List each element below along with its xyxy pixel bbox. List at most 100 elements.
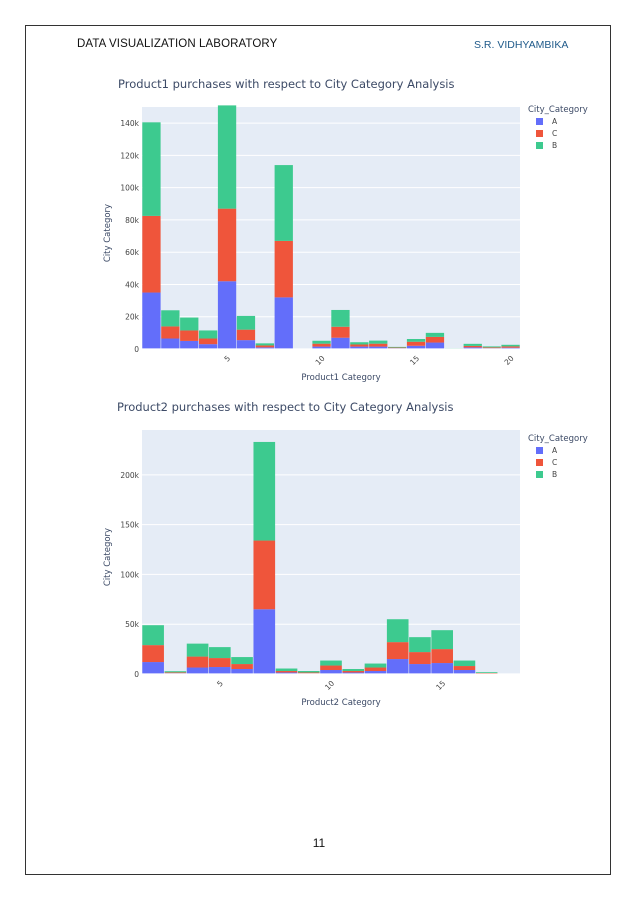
bar-segment-C (350, 344, 369, 347)
y-tick-label: 60k (125, 248, 140, 257)
bar-segment-B (364, 663, 387, 668)
bar-segment-A (431, 663, 453, 674)
y-axis-label: City Category (103, 204, 113, 262)
bar-segment-A (369, 346, 388, 349)
bar-segment-C (274, 240, 293, 298)
y-tick-label: 140k (120, 119, 139, 128)
x-axis-label: Product1 Category (301, 373, 380, 383)
y-tick-label: 100k (120, 184, 139, 193)
y-axis-label: City Category (103, 528, 113, 586)
bar-segment-C (253, 540, 276, 610)
bar-segment-A (312, 346, 331, 349)
plot-area (142, 430, 520, 674)
bar-segment-A (331, 337, 350, 349)
x-tick-label: 10 (323, 679, 336, 692)
bar-segment-A (364, 671, 387, 674)
x-axis-label: Product2 Category (301, 698, 380, 708)
bar-segment-C (453, 666, 476, 671)
bar-segment-A (142, 292, 161, 349)
bar-segment-A (463, 347, 482, 349)
bar-segment-B (463, 343, 482, 346)
bar-segment-C (186, 656, 209, 668)
bar-segment-C (297, 672, 320, 674)
y-tick-label: 200k (120, 471, 139, 480)
bar-segment-B (275, 668, 298, 672)
chart-title: Product1 purchases with respect to City … (118, 77, 455, 91)
bar-segment-B (501, 344, 520, 347)
bar-segment-A (253, 609, 276, 674)
legend-label-B: B (552, 141, 557, 150)
bar-segment-B (453, 660, 476, 667)
bar-segment-B (312, 340, 331, 344)
bar-segment-B (253, 441, 276, 541)
bar-segment-A (453, 670, 476, 674)
bar-segment-C (161, 326, 180, 339)
bar-segment-A (217, 281, 237, 349)
bar-segment-C (320, 665, 342, 671)
page-border (25, 25, 611, 875)
bar-segment-C (231, 664, 253, 670)
legend-label-C: C (552, 129, 557, 138)
bar-segment-A (161, 338, 180, 349)
legend-label-B: B (552, 470, 557, 479)
bar-segment-B (331, 309, 350, 327)
bar-segment-C (501, 346, 520, 348)
bar-segment-C (180, 330, 199, 341)
bar-segment-B (180, 317, 199, 331)
bar-segment-B (142, 625, 164, 646)
y-tick-label: 40k (125, 280, 140, 289)
bar-segment-C (255, 345, 274, 348)
bar-segment-B (342, 669, 365, 672)
y-tick-label: 0 (134, 345, 139, 354)
bar-segment-A (406, 345, 426, 349)
bar-segment-A (274, 297, 293, 349)
bar-segment-B (320, 660, 342, 666)
header-title: DATA VISUALIZATION LABORATORY (77, 38, 278, 50)
bar-segment-B (409, 637, 431, 653)
x-tick-label: 5 (222, 354, 232, 364)
bar-segment-B (217, 105, 237, 209)
x-tick-label: 15 (408, 354, 421, 367)
bar-segment-B (482, 346, 501, 348)
y-tick-label: 0 (134, 670, 139, 679)
header-author: S.R. VIDHYAMBIKA (474, 39, 569, 51)
legend-label-C: C (552, 458, 557, 467)
bar-segment-B (350, 342, 369, 345)
bar-segment-A (501, 347, 520, 349)
plot-area (142, 107, 520, 349)
bar-segment-C (409, 652, 431, 665)
legend-title: City_Category (528, 434, 588, 444)
x-tick-label: 20 (503, 354, 516, 367)
bar-segment-C (463, 345, 482, 348)
product2-chart: Product2 purchases with respect to City … (103, 400, 588, 708)
legend-swatch-C (536, 130, 543, 137)
bar-segment-C (142, 215, 161, 293)
bar-segment-A (342, 672, 365, 674)
bar-segment-C (342, 671, 365, 673)
bar-segment-B (274, 165, 293, 241)
bar-segment-B (369, 340, 388, 344)
bar-segment-C (388, 347, 407, 349)
bar-segment-C (312, 343, 331, 347)
bar-segment-B (425, 332, 445, 337)
legend-label-A: A (552, 117, 558, 126)
bar-segment-C (386, 642, 409, 660)
y-tick-label: 100k (120, 570, 139, 579)
bar-segment-A (350, 346, 369, 349)
x-tick-label: 15 (434, 679, 447, 692)
bar-segment-C (331, 326, 350, 338)
y-tick-label: 80k (125, 216, 140, 225)
bar-segment-C (142, 645, 164, 663)
bar-segment-B (236, 315, 256, 330)
chart-title: Product2 purchases with respect to City … (117, 400, 454, 414)
bar-segment-C (364, 667, 387, 672)
page-number: 11 (312, 836, 326, 850)
bar-segment-B (406, 338, 426, 342)
legend-swatch-C (536, 459, 543, 466)
y-tick-label: 150k (120, 521, 139, 530)
bar-segment-C (425, 336, 445, 343)
bar-segment-A (320, 670, 342, 674)
bar-segment-C (369, 343, 388, 347)
y-tick-label: 20k (125, 313, 140, 322)
legend-swatch-B (536, 142, 543, 149)
